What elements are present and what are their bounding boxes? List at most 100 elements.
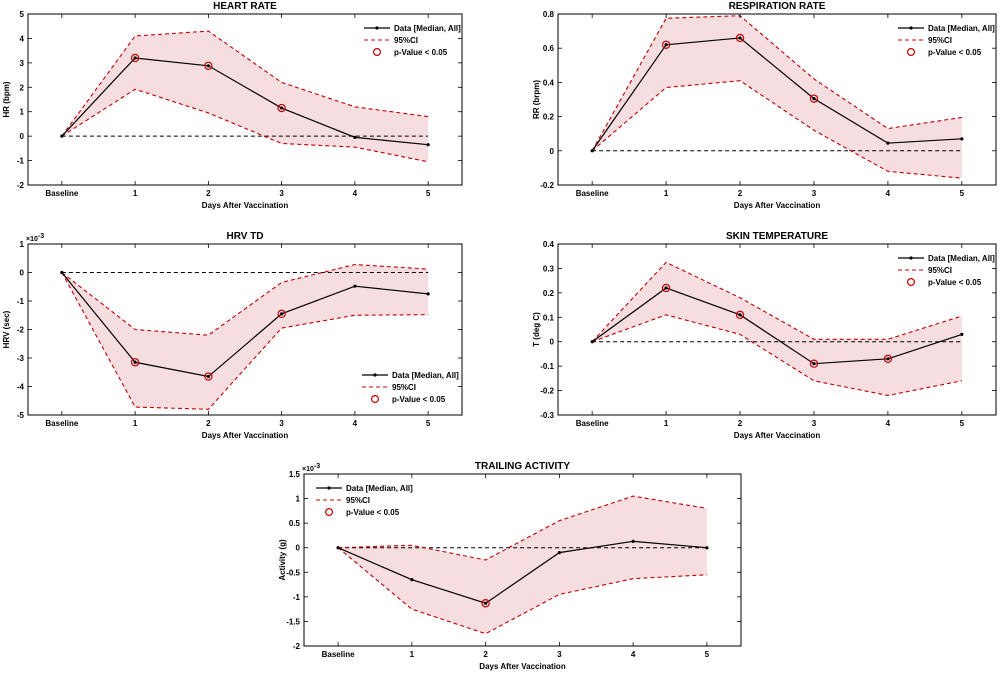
legend: Data [Median, All] 95%CI p-Value < 0.05	[310, 478, 413, 522]
x-tick-label: 5	[705, 650, 710, 659]
data-point	[410, 578, 414, 582]
y-tick-label: -0.3	[540, 411, 554, 420]
x-tick-label: Baseline	[322, 650, 355, 659]
significance-marker	[735, 33, 745, 43]
y-tick-label: 0.1	[543, 313, 555, 322]
y-axis-label: Activity (g)	[278, 539, 287, 581]
x-axis-label: Days After Vaccination	[479, 662, 566, 671]
x-tick-label: 2	[206, 189, 211, 198]
median-data-line	[591, 287, 963, 365]
axes-box	[303, 473, 742, 647]
legend-entry: 95%CI	[928, 266, 952, 275]
legend-entry: p-Value < 0.05	[928, 48, 982, 57]
ci-lower-line	[61, 88, 429, 163]
axes-box	[27, 13, 463, 186]
x-axis-label: Days After Vaccination	[202, 201, 289, 210]
data-point	[426, 143, 430, 147]
legend-pvalue-marker	[371, 395, 380, 404]
ci-band	[61, 264, 429, 410]
x-tick-label: Baseline	[576, 189, 609, 198]
x-tick-label: 4	[353, 419, 358, 428]
data-point	[133, 360, 137, 364]
data-point	[353, 135, 357, 139]
y-tick-label: 3	[20, 59, 25, 68]
y-tick-label: 0.2	[543, 113, 555, 122]
legend: Data [Median, All] 95%CI p-Value < 0.05	[356, 365, 459, 409]
data-point	[206, 374, 210, 379]
legend-data-dot	[373, 373, 377, 377]
x-tick-label: 1	[664, 419, 669, 428]
y-tick-label: 0	[550, 338, 555, 347]
significance-marker	[481, 599, 490, 608]
significance-marker	[277, 103, 286, 113]
x-tick-label: 5	[960, 189, 965, 198]
legend-entry: 95%CI	[346, 496, 370, 505]
x-tick-label: 1	[664, 189, 669, 198]
y-tick-label: 0	[20, 269, 25, 278]
legend-data-dot	[327, 486, 331, 490]
data-point	[738, 36, 742, 40]
legend-entry: 95%CI	[394, 36, 418, 45]
significance-marker	[204, 372, 213, 381]
x-tick-label: 2	[483, 650, 488, 659]
x-tick-label: Baseline	[45, 419, 78, 428]
chart-panel-5: -2 -1.5 -1 -0.5 0 0.5 1 1.5 Baseline 1 2 3 4 5 TRAILIN…	[278, 461, 742, 671]
legend-entry: p-Value < 0.05	[928, 278, 982, 287]
data-point	[280, 106, 284, 110]
legend-data-dot	[909, 256, 913, 260]
data-point	[280, 312, 284, 316]
y-tick-label: -2	[17, 326, 25, 335]
y-tick-label: -0.2	[540, 181, 554, 190]
legend-entry: p-Value < 0.05	[394, 48, 448, 57]
legend-pvalue-marker	[906, 47, 915, 56]
ci-lower-line	[591, 80, 962, 179]
y-tick-label: -1	[17, 297, 25, 306]
data-point	[886, 141, 890, 145]
y-tick-label: 0.4	[543, 78, 555, 87]
x-tick-label: 3	[279, 419, 284, 428]
median-data-line	[61, 57, 429, 146]
data-point	[60, 270, 64, 275]
data-point	[336, 546, 340, 550]
y-tick-label: 2	[20, 83, 25, 92]
y-axis-label: HRV (sec)	[2, 310, 11, 348]
ci-lower-line	[61, 272, 429, 410]
x-tick-label: 1	[410, 650, 415, 659]
legend: Data [Median, All] 95%CI p-Value < 0.05	[358, 18, 461, 62]
ci-lower-line	[337, 547, 707, 635]
y-tick-label: 4	[20, 34, 25, 43]
x-tick-label: 5	[426, 189, 431, 198]
x-tick-label: 4	[886, 189, 891, 198]
data-point	[60, 134, 64, 138]
x-tick-label: Baseline	[576, 419, 609, 428]
ci-upper-line	[591, 15, 962, 152]
x-axis-label: Days After Vaccination	[734, 201, 821, 210]
data-point	[557, 551, 561, 555]
data-point	[738, 313, 742, 317]
legend-entry: Data [Median, All]	[928, 24, 995, 33]
y-tick-label: 1.5	[289, 470, 301, 479]
x-tick-label: 4	[631, 650, 636, 659]
x-tick-label: 2	[738, 189, 743, 198]
x-tick-label: 3	[279, 189, 284, 198]
legend: Data [Median, All] 95%CI p-Value < 0.05	[892, 248, 995, 292]
data-point	[812, 97, 816, 101]
y-tick-label: 5	[20, 10, 25, 19]
axes-box	[557, 13, 997, 186]
ci-upper-line	[61, 263, 429, 336]
ci-band	[592, 15, 962, 179]
data-point	[812, 362, 816, 366]
y-tick-label: -0.5	[286, 568, 300, 577]
data-point	[133, 56, 137, 60]
y-tick-label: 1	[20, 240, 25, 249]
legend-pvalue-marker	[906, 278, 915, 287]
legend-pvalue-marker	[373, 47, 382, 56]
legend-entry: Data [Median, All]	[394, 24, 461, 33]
data-point	[590, 340, 594, 344]
y-tick-label: -2	[293, 642, 301, 651]
y-tick-label: -0.1	[540, 362, 554, 371]
y-tick-label: -5	[17, 411, 25, 420]
median-data-line	[591, 37, 962, 152]
axis-exponent: ×10-3	[302, 463, 320, 473]
significance-marker	[883, 354, 893, 364]
